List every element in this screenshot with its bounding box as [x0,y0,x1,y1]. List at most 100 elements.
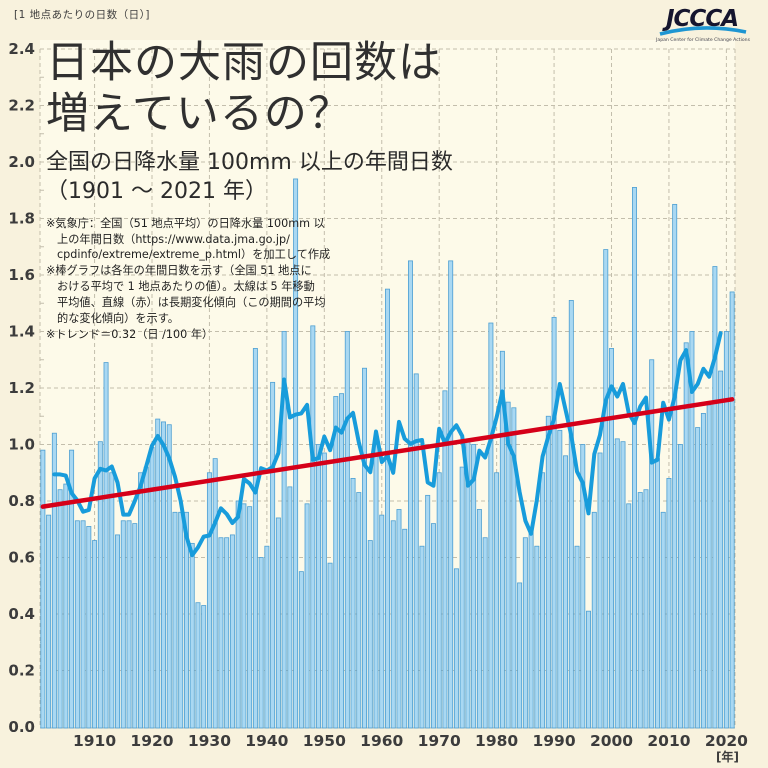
bar-year-1918 [138,472,143,729]
bar-year-1925 [178,511,184,729]
bar-year-1974 [459,466,465,729]
bar-year-1956 [356,492,362,729]
y-tick-label: 1.8 [8,210,35,228]
subtitle-line2: （1901 ～ 2021 年） [46,179,267,205]
bar-year-1913 [109,472,115,729]
note-line: おける平均で 1 地点あたりの値）。太線は 5 年移動 [57,280,315,294]
bar-year-1928 [195,602,201,729]
bar-year-2008 [654,458,660,729]
bar-year-1995 [580,444,586,729]
bar-year-1922 [161,421,166,729]
note-line: 的な変化傾向）を示す。 [57,312,179,326]
y-tick-label: 1.2 [8,379,35,397]
bar-year-1983 [511,407,517,729]
bar-year-1981 [499,350,505,729]
bar-year-1945 [293,178,299,729]
bar-year-1926 [183,511,189,729]
bar-year-2013 [683,342,689,729]
x-tick-label: 1980 [475,732,518,750]
bar-year-1997 [591,511,597,729]
bar-year-1960 [379,514,385,729]
note-line: ※トレンド＝0.32（日 /100 年） [46,328,214,341]
bar-year-1953 [339,393,345,729]
jccca-logo-tagline: Japan Center for Climate Change Actions [655,37,751,43]
bar-year-1936 [241,503,247,729]
bar-year-1937 [247,506,253,729]
bar-year-1946 [298,571,304,729]
moving-average-line [52,331,723,558]
y-tick-label: 0.6 [8,549,35,567]
bar-year-1942 [275,517,281,729]
bar-year-1991 [557,429,563,729]
bar-year-1951 [327,562,333,729]
bar-year-1984 [517,582,523,729]
bar-year-1941 [270,381,276,729]
bar-year-1978 [482,537,488,729]
bar-year-2006 [643,489,649,729]
bars-annual-days [40,178,735,729]
x-axis-unit-label: [年] [716,749,739,764]
x-tick-label: 1940 [245,732,288,750]
bar-year-2001 [614,438,620,729]
jccca-logo-swoosh [659,26,747,36]
bar-year-1968 [425,494,431,729]
bar-year-1992 [563,455,569,729]
bar-year-1972 [448,260,454,729]
x-tick-label: 1920 [130,732,173,750]
x-tick-label: 1950 [303,732,346,750]
bar-year-1948 [310,325,316,729]
bar-year-1971 [442,390,448,729]
bar-year-1976 [471,444,477,729]
note-line: ※気象庁：全国（51 地点平均）の日降水量 100mm 以 [46,216,325,230]
x-tick-label: 1910 [73,732,116,750]
bar-year-2000 [609,348,614,729]
y-tick-label: 1.4 [8,323,35,341]
bar-year-1989 [545,415,551,729]
subtitle-line1: 全国の日降水量 100mm 以上の年間日数 [46,150,453,176]
bar-year-2011 [672,203,678,729]
bar-year-1949 [316,444,322,729]
bar-year-1919 [143,466,149,729]
bar-year-2005 [637,492,643,729]
bar-year-1954 [344,331,350,729]
bar-year-2012 [677,444,683,729]
bar-year-1924 [172,511,178,729]
bar-year-1921 [155,418,161,729]
chart-subtitle: 全国の日降水量 100mm 以上の年間日数 （1901 ～ 2021 年） [46,149,466,206]
bar-year-1979 [488,322,494,729]
bar-year-1938 [252,348,258,729]
bar-year-1909 [86,526,92,729]
bar-year-1977 [476,509,482,729]
bar-year-1964 [402,528,408,729]
bar-year-2018 [712,266,718,729]
bar-year-2010 [666,477,672,729]
x-tick-label: 1930 [188,732,231,750]
y-tick-label: 0.0 [8,718,35,736]
bar-year-1966 [413,373,419,729]
bar-year-1950 [321,452,327,729]
bar-year-1965 [407,260,413,729]
bar-year-1914 [115,534,121,729]
bar-year-1939 [258,557,264,729]
bar-year-1955 [350,477,356,729]
bar-year-1923 [166,424,172,729]
note-item: ※トレンド＝0.32（日 /100 年） [46,327,376,343]
bar-year-1988 [540,472,546,729]
bar-year-2014 [689,331,695,729]
bar-year-2021 [729,291,735,729]
bar-year-1908 [80,520,86,729]
bar-year-1906 [69,449,75,729]
bar-year-2009 [660,511,666,729]
x-tick-label: 1970 [418,732,461,750]
bar-year-1994 [574,545,580,729]
bar-year-1959 [373,444,379,729]
note-item: ※気象庁：全国（51 地点平均）の日降水量 100mm 以上の年間日数（http… [46,216,376,264]
y-tick-label: 1.0 [8,436,35,454]
x-tick-label: 1990 [532,732,575,750]
page-title-line1: 日本の大雨の回数は [46,38,442,88]
y-axis-unit-label: [1 地点あたりの日数（日）] [14,9,150,21]
jccca-logo: JCCCA Japan Center for Climate Change Ac… [655,6,751,43]
bar-year-1993 [568,300,574,729]
bar-year-1996 [586,610,592,729]
